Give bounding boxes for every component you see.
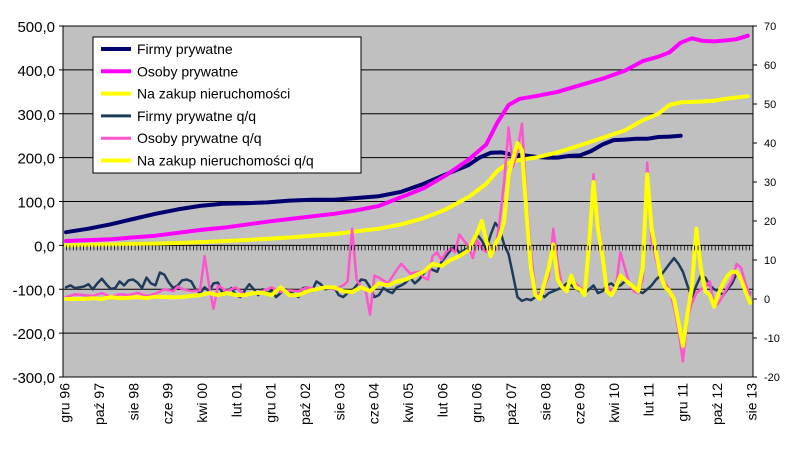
legend: Firmy prywatne Osoby prywatne Na zakup nie… — [92, 36, 362, 174]
x-tick-label: paź 12 — [709, 383, 725, 425]
legend-label: Na zakup nieruchomości q/q — [137, 153, 314, 169]
series-line — [64, 133, 683, 235]
series-line — [64, 141, 752, 348]
x-tick-label: kwi 00 — [194, 383, 210, 423]
y2-tick-label: 10 — [764, 255, 776, 267]
x-tick-label: gru 01 — [263, 383, 279, 423]
x-tick-label: gru 96 — [57, 383, 73, 423]
y-tick-label: 200,0 — [17, 151, 55, 168]
x-tick-label: lut 06 — [434, 383, 450, 417]
y2-tick-label: 40 — [764, 138, 776, 150]
legend-label: Firmy prywatne q/q — [137, 108, 256, 124]
x-tick-label: paź 02 — [297, 383, 313, 425]
legend-box — [92, 36, 362, 174]
x-tick-label: sie 08 — [537, 383, 553, 421]
x-tick-label: cze 09 — [572, 383, 588, 424]
series-line — [64, 94, 750, 248]
y2-tick-label: 50 — [764, 99, 776, 111]
x-tick-label: sie 98 — [125, 383, 141, 421]
x-tick-label: lut 11 — [640, 383, 656, 416]
x-tick-label: gru 11 — [675, 383, 691, 422]
y-tick-label: -100,0 — [12, 282, 55, 299]
y-tick-label: 300,0 — [17, 107, 55, 124]
y2-tick-label: -10 — [764, 333, 780, 345]
y2-tick-label: 0 — [764, 294, 770, 306]
x-tick-label: cze 99 — [160, 383, 176, 424]
y-tick-label: 500,0 — [17, 19, 55, 36]
y-tick-label: -200,0 — [12, 326, 55, 343]
x-tick-label: gru 06 — [469, 383, 485, 423]
x-tick-label: paź 07 — [503, 383, 519, 425]
axes: -300,0 -200,0 -100,0 0,0 100,0 200,0 300,0 400,… — [12, 19, 779, 425]
y2-tick-label: 70 — [764, 21, 776, 33]
x-tick-label: paź 97 — [91, 383, 107, 425]
y2-tick-label: -20 — [764, 372, 780, 384]
legend-label: Osoby prywatne q/q — [137, 130, 262, 146]
series-line — [64, 33, 750, 243]
series-layer — [64, 33, 752, 363]
x-tick-label: lut 01 — [228, 383, 244, 417]
x-tick-label: sie 03 — [331, 383, 347, 421]
y-tick-label: 400,0 — [17, 63, 55, 80]
legend-label: Osoby prywatne — [137, 63, 238, 79]
y-tick-label: -300,0 — [12, 370, 55, 387]
y2-tick-label: 20 — [764, 216, 776, 228]
x-tick-label: kwi 10 — [606, 383, 622, 423]
x-tick-label: kwi 05 — [400, 383, 416, 423]
x-tick-label: sie 13 — [743, 383, 759, 421]
legend-label: Na zakup nieruchomości — [137, 86, 290, 102]
y2-tick-label: 60 — [764, 60, 776, 72]
y-tick-label: 100,0 — [17, 195, 55, 212]
y-tick-label: 0,0 — [34, 238, 55, 255]
legend-label: Firmy prywatne — [137, 41, 233, 57]
y2-tick-label: 30 — [764, 177, 776, 189]
x-tick-label: cze 04 — [366, 383, 382, 424]
